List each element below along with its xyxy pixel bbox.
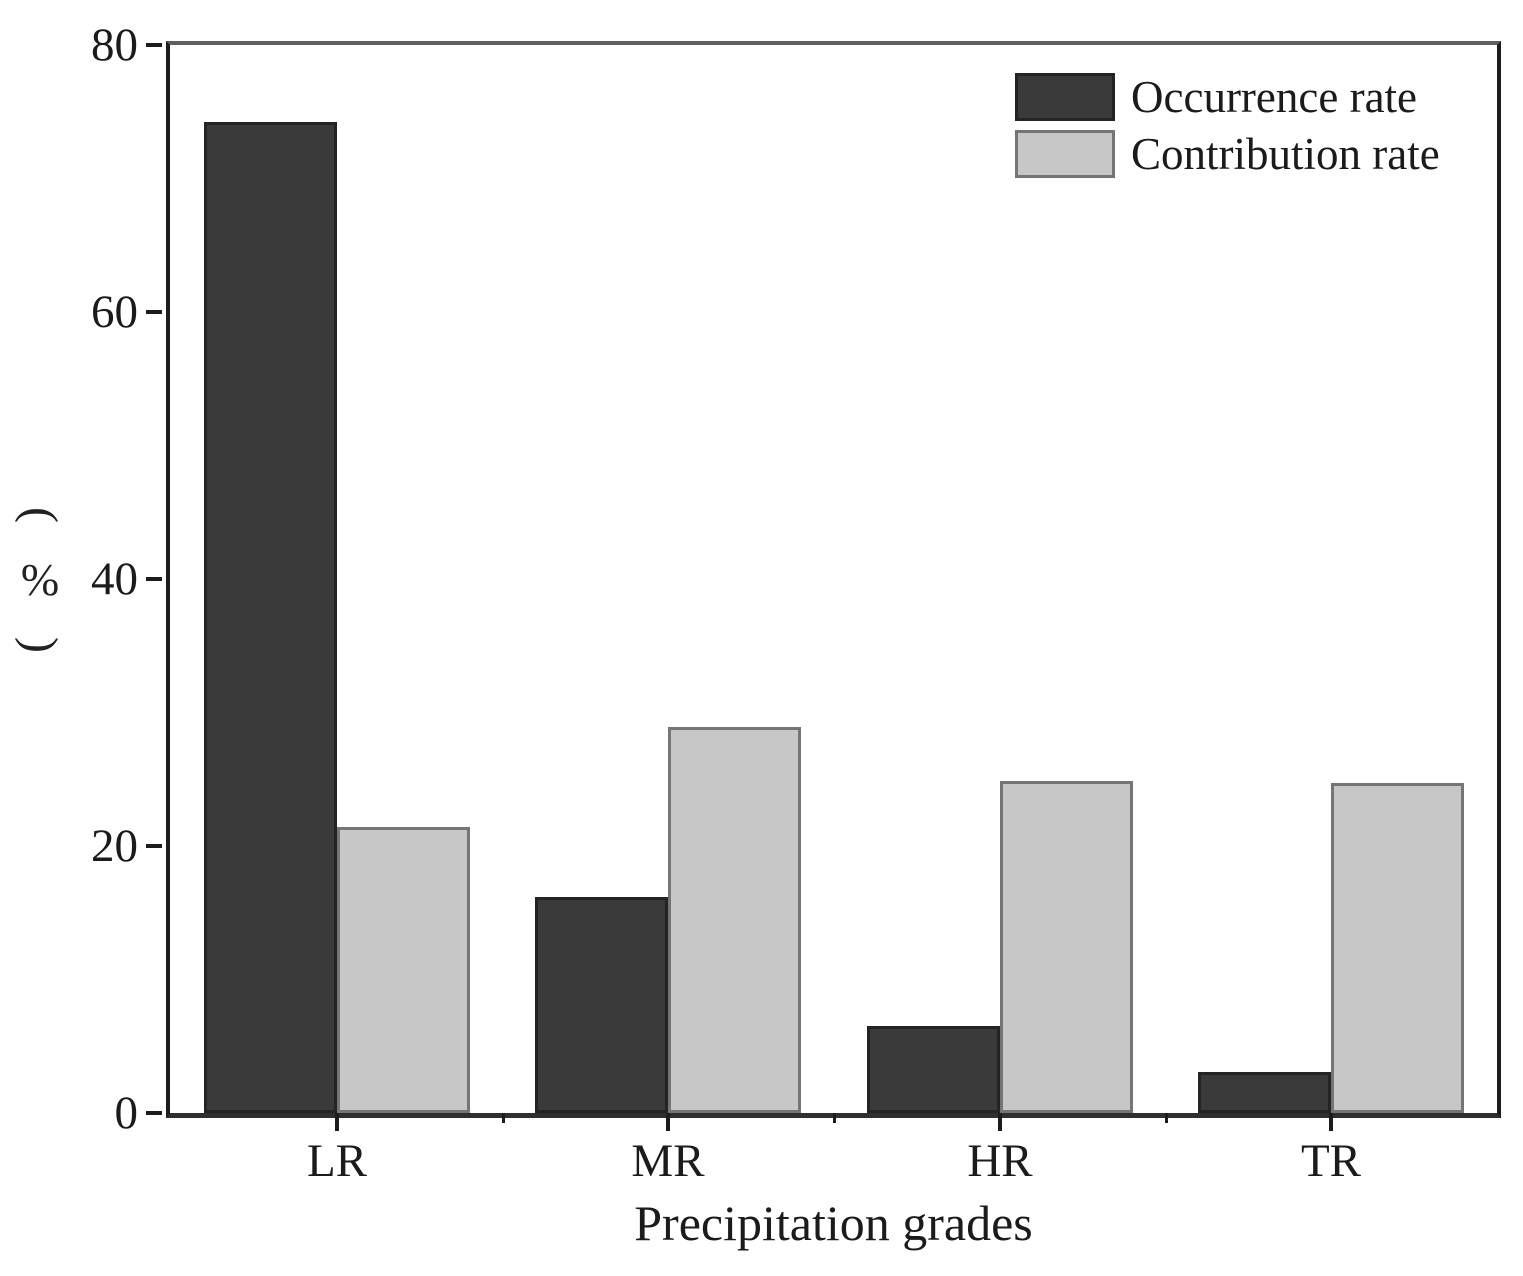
bar-contribution-rate-lr	[337, 827, 470, 1113]
bar-contribution-rate-tr	[1331, 783, 1464, 1113]
x-axis-tick-tr	[1329, 1113, 1333, 1131]
x-axis-tick-mr	[666, 1113, 670, 1131]
y-axis-tick-label-60: 60	[91, 286, 138, 338]
bar-occurrence-rate-hr	[867, 1026, 1000, 1113]
legend-label-occurrence: Occurrence rate	[1131, 72, 1418, 122]
y-axis-title-open-paren: (	[13, 506, 67, 523]
y-axis-tick-label-20: 20	[91, 820, 138, 872]
bar-contribution-rate-mr	[668, 727, 801, 1113]
x-axis-tick-label-lr: LR	[306, 1135, 368, 1187]
y-axis-tick-60	[146, 310, 162, 314]
x-axis-tick-lr	[335, 1113, 339, 1131]
x-axis-minor-tick-1	[833, 1113, 836, 1123]
y-axis-tick-label-0: 0	[114, 1087, 139, 1139]
x-axis-tick-label-hr: HR	[967, 1135, 1033, 1187]
bar-occurrence-rate-mr	[535, 897, 668, 1113]
legend-label-contribution: Contribution rate	[1131, 129, 1440, 179]
x-axis-title: Precipitation grades	[634, 1195, 1033, 1251]
y-axis-tick-label-40: 40	[91, 553, 138, 605]
legend-item-occurrence-rate: Occurrence rate	[1015, 73, 1440, 121]
x-axis-minor-tick-2	[1165, 1113, 1168, 1123]
x-axis-tick-label-tr: TR	[1300, 1135, 1362, 1187]
bar-contribution-rate-hr	[1000, 781, 1133, 1113]
bar-occurrence-rate-lr	[204, 122, 337, 1113]
y-axis-tick-0	[146, 1111, 162, 1115]
legend-item-contribution-rate: Contribution rate	[1015, 130, 1440, 178]
y-axis-tick-80	[146, 43, 162, 47]
y-axis-tick-40	[146, 577, 162, 581]
y-axis-tick-20	[146, 844, 162, 848]
legend-swatch-occurrence	[1015, 73, 1115, 121]
x-axis-tick-hr	[998, 1113, 1002, 1131]
x-axis-minor-tick-0	[502, 1113, 505, 1123]
plot-area: Occurrence rate Contribution rate Precip…	[91, 20, 1501, 1251]
legend: Occurrence rate Contribution rate	[1015, 73, 1440, 187]
y-axis-tick-label-80: 80	[91, 19, 138, 71]
y-axis-title-close-paren: )	[13, 636, 67, 653]
y-axis-title: ( % )	[4, 452, 76, 707]
y-axis-title-percent: %	[20, 553, 60, 605]
legend-swatch-contribution	[1015, 130, 1115, 178]
x-axis-tick-label-mr: MR	[631, 1135, 705, 1187]
bar-occurrence-rate-tr	[1198, 1072, 1331, 1113]
